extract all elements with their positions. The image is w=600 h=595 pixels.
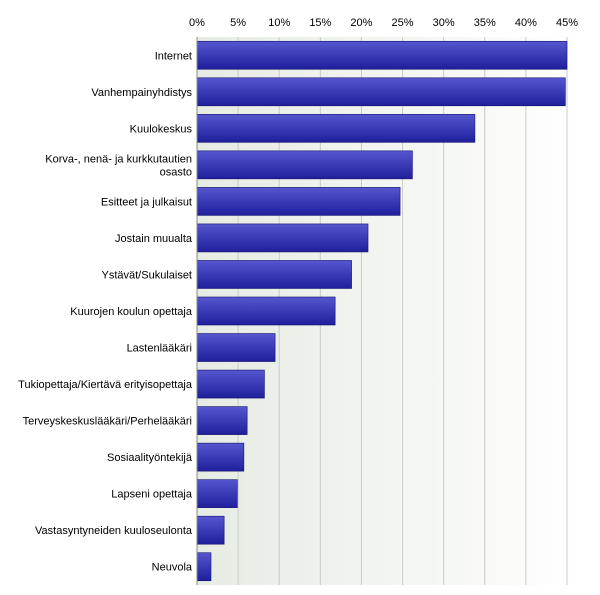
bar [196, 442, 245, 472]
category-label: Lastenlääkäri [127, 343, 192, 355]
category-label: Sosiaalityöntekijä [107, 452, 193, 464]
category-label: Korva-, nenä- ja kurkkutautien osasto [45, 153, 192, 178]
bar [196, 406, 248, 435]
bar [196, 296, 336, 326]
category-label: Kuulokeskus [130, 123, 193, 135]
bar [196, 479, 238, 508]
bar [196, 369, 265, 399]
bar [196, 187, 401, 216]
bar [196, 515, 225, 545]
category-label: Neuvola [152, 562, 193, 574]
bar [196, 552, 212, 582]
category-label: Internet [155, 50, 192, 62]
x-tick-label: 45% [556, 17, 578, 29]
bar [196, 114, 476, 143]
bars [196, 40, 568, 582]
bar [196, 223, 369, 253]
x-tick-label: 20% [350, 17, 372, 29]
category-labels: Internet Vanhempainyhdistys Kuulokeskus Kor… [18, 50, 193, 573]
x-tick-label: 25% [392, 17, 414, 29]
x-tick-label: 30% [433, 17, 455, 29]
category-label: Vanhempainyhdistys [91, 87, 192, 99]
x-tick-label: 5% [230, 17, 246, 29]
category-label: Esitteet ja julkaisut [101, 196, 192, 208]
bar [196, 260, 352, 289]
x-tick-label: 35% [474, 17, 496, 29]
x-tick-label: 0% [189, 17, 205, 29]
category-label: Tukiopettaja/Kiertävä erityisopettaja [18, 379, 193, 391]
bar [196, 40, 568, 70]
x-tick-label: 15% [309, 17, 331, 29]
bar [196, 150, 413, 180]
x-tick-label: 10% [268, 17, 290, 29]
bar [196, 333, 276, 362]
x-tick-label: 40% [515, 17, 537, 29]
category-label: Jostain muualta [115, 233, 193, 245]
category-label: Terveyskeskuslääkäri/Perhelääkäri [23, 416, 192, 428]
category-label: Ystävät/Sukulaiset [102, 269, 193, 281]
bar [196, 77, 566, 107]
category-label: Kuurojen koulun opettaja [70, 306, 193, 318]
category-label: Vastasyntyneiden kuuloseulonta [35, 525, 193, 537]
x-axis-ticks: 0% 5% 10% 15% 20% 25% 30% 35% 40% 45% [189, 17, 578, 29]
category-label: Lapseni opettaja [111, 489, 193, 501]
